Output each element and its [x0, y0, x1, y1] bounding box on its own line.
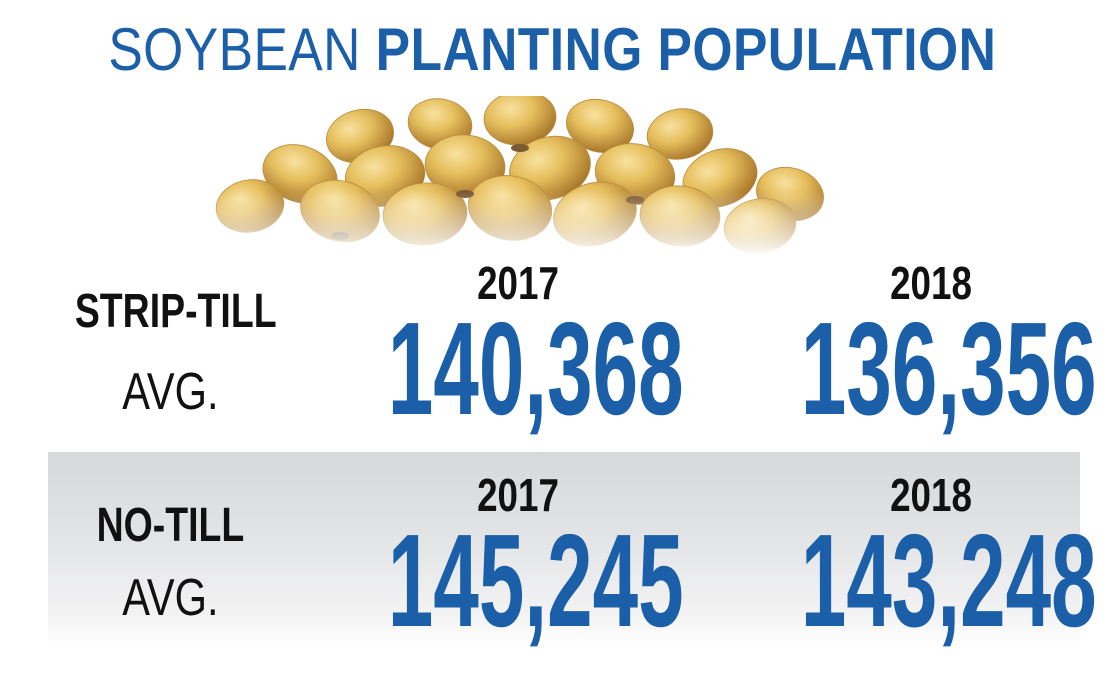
year-label: 2017 — [477, 469, 559, 521]
no-till-row: NO-TILL AVG. 2017 145,245 2018 143,248 — [48, 452, 1097, 654]
population-value: 145,245 — [387, 507, 684, 654]
row-sublabel: AVG. — [122, 569, 219, 627]
row-sublabel: AVG. — [122, 363, 219, 421]
soybean-icon — [646, 108, 714, 160]
strip-till-row: STRIP-TILL AVG. 2017 140,368 2018 136,35… — [48, 252, 1097, 442]
bean-hilum-icon — [511, 144, 529, 152]
title-bold: PLANTING POPULATION — [375, 16, 997, 83]
soybean-icon — [566, 98, 634, 154]
year-label: 2018 — [890, 469, 972, 521]
soybeans-image — [210, 96, 850, 256]
row-label: NO-TILL — [96, 499, 245, 552]
population-value: 136,356 — [800, 295, 1097, 442]
year-label: 2018 — [890, 257, 972, 309]
population-value: 143,248 — [800, 507, 1097, 654]
title-light: SOYBEAN — [108, 16, 361, 83]
row-label: STRIP-TILL — [74, 285, 277, 338]
population-value: 140,368 — [387, 295, 684, 442]
page-title: SOYBEAN PLANTING POPULATION — [76, 10, 1028, 90]
year-label: 2017 — [477, 257, 559, 309]
